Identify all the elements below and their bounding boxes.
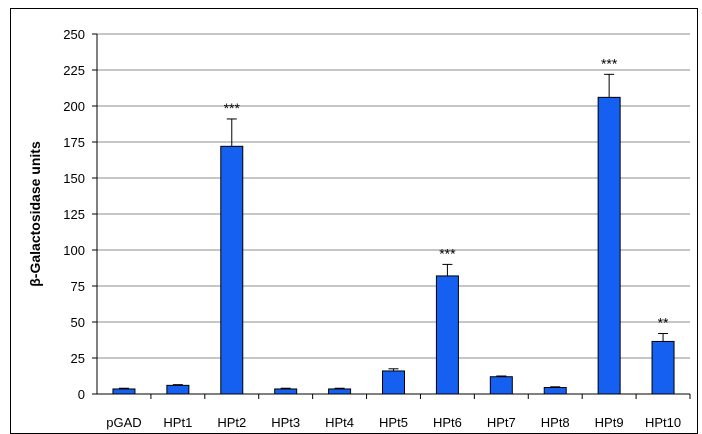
- x-tick-label-hpt7: HPt7: [487, 415, 516, 430]
- x-tick-label-hpt2: HPt2: [217, 415, 246, 430]
- y-tick-label: 150: [63, 171, 85, 186]
- y-tick-label: 75: [71, 279, 85, 294]
- y-tick-label: 175: [63, 135, 85, 150]
- significance-hpt9: ***: [601, 55, 618, 71]
- bars: [112, 96, 675, 395]
- bar-hpt8: [543, 387, 567, 395]
- x-tick-label-hpt10: HPt10: [645, 415, 681, 430]
- x-tick-label-hpt3: HPt3: [271, 415, 300, 430]
- bar-hpt10: [651, 340, 675, 395]
- bar-hpt6: [435, 275, 459, 395]
- bar-hpt9: [597, 96, 621, 395]
- y-axis-label: β-Galactosidase units: [27, 141, 43, 287]
- x-tick-label-pgad: pGAD: [106, 415, 141, 430]
- y-tick-labels: 0 25 50 75 100 125 150 175 200 225 250: [63, 27, 97, 402]
- y-tick-label: 225: [63, 63, 85, 78]
- error-bars: [118, 73, 669, 389]
- bar-hpt2: [220, 145, 244, 395]
- significance-hpt6: ***: [439, 245, 456, 261]
- bar-hpt5: [382, 370, 405, 395]
- x-tick-label-hpt5: HPt5: [379, 415, 408, 430]
- bar-pgad: [112, 388, 136, 395]
- chart-frame: [10, 8, 698, 434]
- y-tick-label: 25: [71, 351, 85, 366]
- y-tick-label: 100: [63, 243, 85, 258]
- y-tick-label: 0: [78, 387, 85, 402]
- x-tick-labels: pGAD HPt1 HPt2 HPt3 HPt4 HPt5 HPt6 HPt7 HPt8 HPt9…: [106, 394, 691, 430]
- y-tick-label: 200: [63, 99, 85, 114]
- bar-hpt1: [166, 384, 190, 395]
- x-tick-label-hpt4: HPt4: [325, 415, 354, 430]
- y-tick-label: 50: [71, 315, 85, 330]
- gridlines: [97, 33, 690, 359]
- significance-hpt2: ***: [224, 100, 241, 116]
- x-tick-label-hpt9: HPt9: [595, 415, 624, 430]
- y-tick-label: 250: [63, 27, 85, 42]
- significance-hpt10: **: [658, 315, 669, 331]
- x-tick-label-hpt8: HPt8: [541, 415, 570, 430]
- significance-labels: ***********: [224, 55, 669, 330]
- x-tick-label-hpt6: HPt6: [433, 415, 462, 430]
- x-tick-label-hpt1: HPt1: [163, 415, 192, 430]
- bar-hpt3: [274, 388, 298, 395]
- bar-hpt7: [489, 376, 513, 395]
- y-tick-label: 125: [63, 207, 85, 222]
- bar-hpt4: [328, 388, 352, 395]
